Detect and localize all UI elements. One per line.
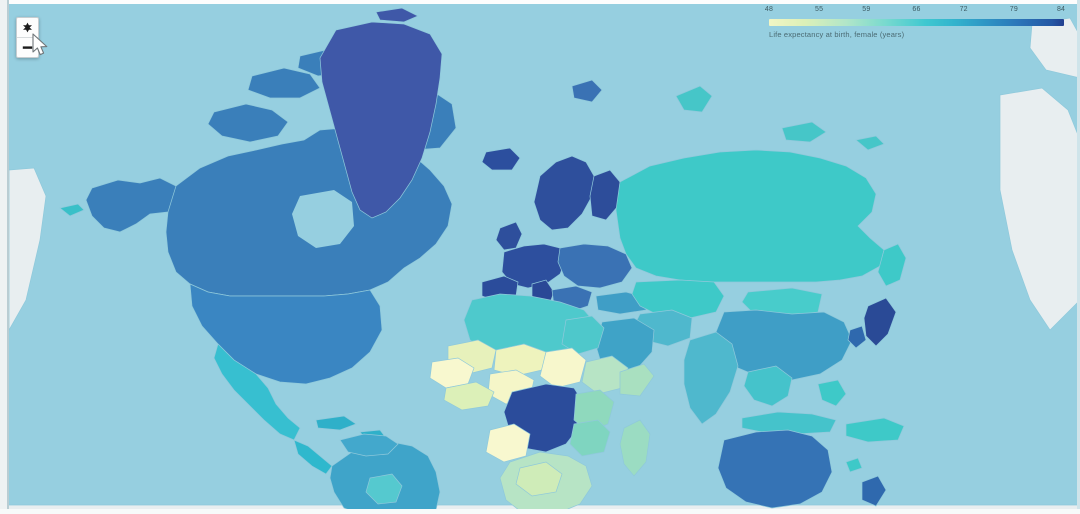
region-wrap-left[interactable] xyxy=(8,167,47,332)
region-angola[interactable] xyxy=(485,423,531,463)
region-indonesia[interactable] xyxy=(741,411,837,435)
legend-tick-6: 84 xyxy=(1056,6,1066,13)
legend-tick-5: 79 xyxy=(1009,6,1018,13)
region-bolivia-peru[interactable] xyxy=(365,473,403,505)
plus-icon xyxy=(23,22,32,33)
hudson-bay xyxy=(292,190,354,248)
region-southeast-asia[interactable] xyxy=(743,365,793,407)
region-alaska[interactable] xyxy=(85,177,179,233)
region-kamchatka[interactable] xyxy=(877,243,907,287)
region-tanzania[interactable] xyxy=(569,419,611,457)
region-botswana[interactable] xyxy=(515,461,563,497)
region-east-africa[interactable] xyxy=(573,389,615,433)
region-eastern-europe[interactable] xyxy=(557,243,633,289)
region-australia[interactable] xyxy=(717,429,833,509)
region-chad[interactable] xyxy=(539,347,587,389)
region-korea[interactable] xyxy=(847,325,867,349)
region-canada-arctic-2[interactable] xyxy=(247,67,321,99)
region-madagascar[interactable] xyxy=(619,419,651,477)
region-greenland-wrap-right[interactable] xyxy=(1029,17,1080,79)
legend-caption: Life expectancy at birth, female (years) xyxy=(769,30,905,39)
map-zoom-control[interactable] xyxy=(16,17,39,58)
region-iceland[interactable] xyxy=(481,147,521,171)
map-legend: 48 55 59 66 72 79 84 Life expectancy at … xyxy=(765,6,1066,39)
minus-icon xyxy=(22,46,33,49)
region-egypt[interactable] xyxy=(561,315,605,355)
region-japan[interactable] xyxy=(863,297,897,347)
region-india[interactable] xyxy=(683,331,739,425)
region-guinea-coast[interactable] xyxy=(443,381,495,411)
region-canada-arctic-1[interactable] xyxy=(207,103,289,143)
region-united-states[interactable] xyxy=(189,283,383,385)
legend-color-gradient xyxy=(769,19,1064,26)
region-somalia[interactable] xyxy=(619,363,655,397)
region-united-kingdom[interactable] xyxy=(495,221,523,251)
legend-tick-row: 48 55 59 66 72 79 84 xyxy=(765,6,1066,19)
region-greenland[interactable] xyxy=(319,21,443,219)
region-kazakhstan[interactable] xyxy=(631,279,725,319)
region-svalbard[interactable] xyxy=(571,79,603,103)
region-niger[interactable] xyxy=(493,343,547,377)
legend-tick-4: 72 xyxy=(959,6,968,13)
region-pacific-islet-1[interactable] xyxy=(845,457,863,473)
zoom-in-button[interactable] xyxy=(17,18,38,38)
legend-tick-3: 66 xyxy=(912,6,921,13)
region-cuba[interactable] xyxy=(315,415,357,431)
region-finland[interactable] xyxy=(589,169,621,221)
legend-tick-2: 59 xyxy=(862,6,871,13)
region-central-america[interactable] xyxy=(293,439,333,475)
region-scandinavia[interactable] xyxy=(533,155,595,231)
region-philippines[interactable] xyxy=(817,379,847,407)
region-novaya-zemlya[interactable] xyxy=(675,85,713,113)
legend-tick-1: 55 xyxy=(815,6,824,13)
region-wrangel[interactable] xyxy=(855,135,885,151)
region-greenland-north-islet[interactable] xyxy=(375,7,419,23)
region-new-zealand[interactable] xyxy=(861,475,887,507)
region-venezuela-colombia[interactable] xyxy=(339,433,399,457)
zoom-out-button[interactable] xyxy=(17,38,38,57)
region-siberia-islands[interactable] xyxy=(781,121,827,143)
region-aleutians[interactable] xyxy=(59,203,85,217)
region-na-wrap-right[interactable] xyxy=(999,87,1080,331)
region-russia[interactable] xyxy=(615,149,885,283)
region-papua[interactable] xyxy=(845,417,905,443)
legend-tick-0: 48 xyxy=(764,6,774,13)
